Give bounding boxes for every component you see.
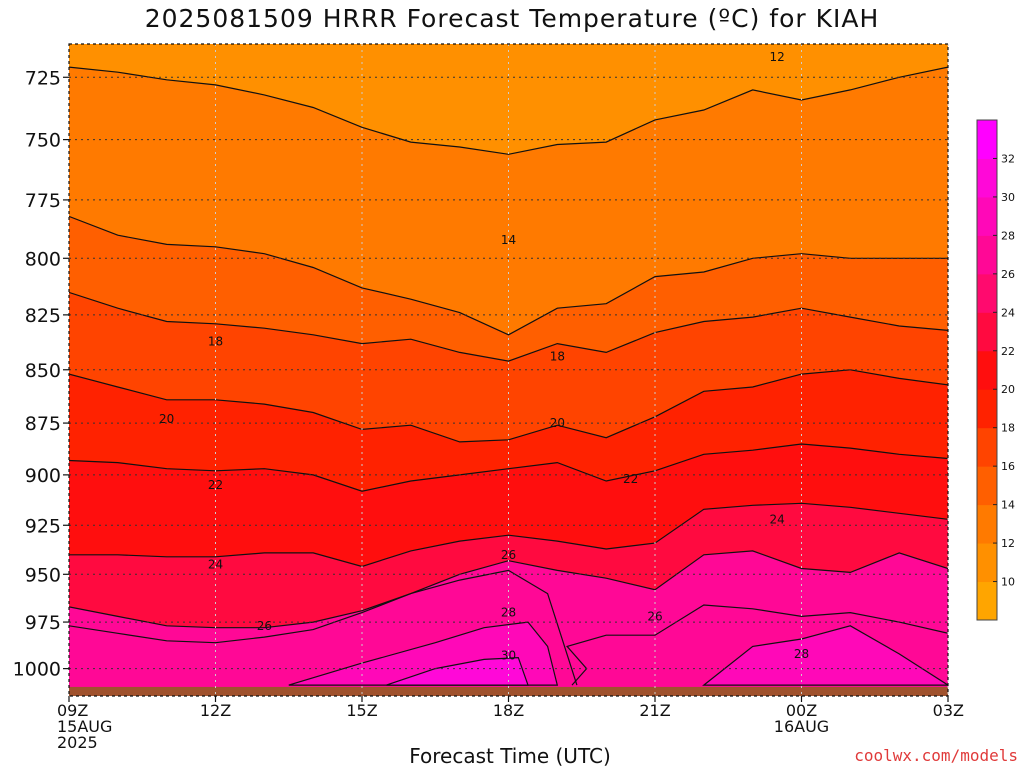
y-tick-label: 975 xyxy=(25,612,61,634)
contour-label-28: 28 xyxy=(501,606,516,620)
contour-label-24: 24 xyxy=(208,558,223,572)
contour-label-18: 18 xyxy=(550,350,565,364)
contour-label-20: 20 xyxy=(159,412,174,426)
colorbar-swatch xyxy=(977,543,997,583)
y-tick-label: 800 xyxy=(25,248,61,270)
y-tick-label: 725 xyxy=(25,67,61,89)
colorbar-label: 26 xyxy=(1001,268,1015,281)
colorbar-label: 22 xyxy=(1001,345,1015,358)
source-credit: coolwx.com/models xyxy=(854,746,1018,765)
x-tick-label: 18Z xyxy=(493,701,524,720)
colorbar-label: 16 xyxy=(1001,460,1015,473)
warm-pocket-30 xyxy=(386,656,529,686)
colorbar-swatch xyxy=(977,235,997,275)
contour-line-22 xyxy=(69,502,948,568)
colorbar-label: 30 xyxy=(1001,191,1015,204)
contour-label-30: 30 xyxy=(501,649,516,663)
colorbar-swatch xyxy=(977,273,997,313)
y-tick-label: 775 xyxy=(25,190,61,212)
contour-labels-layer: 12 14 18 18 20 20 22 22 24 24 26 26 28 30 26 28 xyxy=(159,50,809,663)
contour-line-14 xyxy=(69,215,948,336)
colorbar-label: 24 xyxy=(1001,306,1015,319)
x-tick-label: 12Z xyxy=(200,701,231,720)
y-tick-label: 925 xyxy=(25,515,61,537)
contour-label-26: 26 xyxy=(257,619,272,633)
contour-label-24: 24 xyxy=(769,512,784,526)
colorbar-swatch xyxy=(977,581,997,621)
contour-label-26: 26 xyxy=(501,548,516,562)
y-tick-label: 750 xyxy=(25,130,61,152)
colorbar-label: 18 xyxy=(1001,422,1015,435)
colorbar-swatch xyxy=(977,158,997,198)
contour-26-1 xyxy=(566,604,948,686)
y-tick-label: 850 xyxy=(25,360,61,382)
contour-label-18: 18 xyxy=(208,334,223,348)
contour-label-20: 20 xyxy=(550,416,565,430)
contour-label-26: 26 xyxy=(647,609,662,623)
colorbar-label: 12 xyxy=(1001,537,1015,550)
colorbar-swatch xyxy=(977,120,997,159)
x-axis-title: Forecast Time (UTC) xyxy=(409,744,611,768)
colorbar-label: 20 xyxy=(1001,383,1015,396)
y-tick-label: 1000 xyxy=(13,659,61,681)
colorbar-frame xyxy=(976,119,998,621)
colorbar-label: 10 xyxy=(1001,576,1015,589)
x-tick-label: 03Z xyxy=(933,701,964,720)
colorbar: 10 12 14 16 18 20 22 24 26 28 30 32 xyxy=(976,119,1015,621)
x-tick-label: 15AUG xyxy=(57,717,112,736)
y-tick-label: 900 xyxy=(25,465,61,487)
axes-layer: 725 750 775 800 825 850 875 900 925 950 975 1000 09Z… xyxy=(13,43,964,752)
colorbar-swatch xyxy=(977,504,997,544)
colorbar-label: 28 xyxy=(1001,229,1015,242)
colorbar-label: 32 xyxy=(1001,152,1015,165)
contour-label-22: 22 xyxy=(623,472,638,486)
contour-label-12: 12 xyxy=(769,50,784,64)
x-tick-label: 09Z xyxy=(57,701,88,720)
y-tick-label: 825 xyxy=(25,305,61,327)
x-tick-label: 2025 xyxy=(57,733,98,752)
x-tick-label: 16AUG xyxy=(774,717,829,736)
contour-label-28: 28 xyxy=(794,647,809,661)
y-tick-label: 950 xyxy=(25,564,61,586)
colorbar-swatch xyxy=(977,427,997,467)
colorbar-swatch xyxy=(977,196,997,236)
contour-label-22: 22 xyxy=(208,478,223,492)
colorbar-swatch xyxy=(977,312,997,352)
colorbar-swatch xyxy=(977,466,997,506)
ground-surface xyxy=(69,686,948,696)
warm-pocket-28-east xyxy=(702,625,948,686)
colorbar-label: 14 xyxy=(1001,499,1015,512)
x-tick-label: 15Z xyxy=(346,701,377,720)
contour-label-14: 14 xyxy=(501,233,516,247)
colorbar-swatch xyxy=(977,389,997,429)
x-tick-label: 21Z xyxy=(639,701,670,720)
x-tick-label: 00Z xyxy=(786,701,817,720)
y-tick-label: 875 xyxy=(25,413,61,435)
contour-26-0 xyxy=(69,569,578,686)
chart-title: 2025081509 HRRR Forecast Temperature (ºC… xyxy=(144,4,880,33)
colorbar-swatch xyxy=(977,350,997,390)
